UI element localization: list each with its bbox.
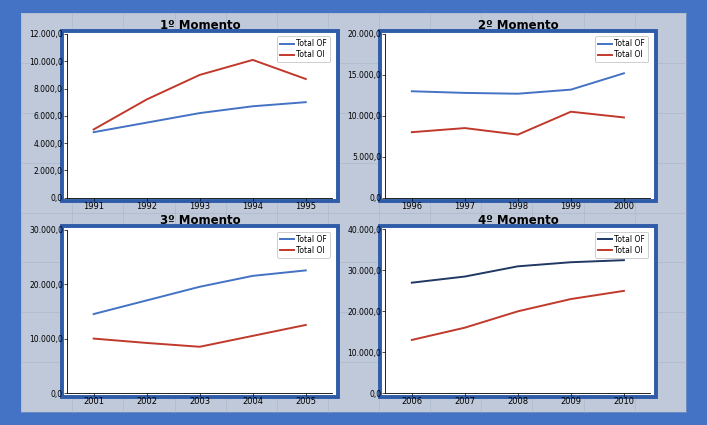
Total OI xyxy=(89,127,98,132)
Line: Total OI: Total OI xyxy=(411,112,624,135)
Total OI xyxy=(566,109,575,114)
Total OF xyxy=(461,91,469,96)
Total OI xyxy=(195,344,204,349)
Total OI xyxy=(195,72,204,77)
Text: 2º Momento: 2º Momento xyxy=(478,19,559,32)
Legend: Total OF, Total OI: Total OF, Total OI xyxy=(595,36,648,62)
Line: Total OI: Total OI xyxy=(411,291,624,340)
Total OF xyxy=(620,71,629,76)
FancyBboxPatch shape xyxy=(21,13,686,412)
Total OF xyxy=(248,273,257,278)
Line: Total OF: Total OF xyxy=(411,260,624,283)
Total OF xyxy=(620,258,629,263)
Total OI xyxy=(407,337,416,343)
Total OF xyxy=(566,260,575,265)
Total OF xyxy=(514,91,522,96)
Total OI xyxy=(301,323,310,328)
Total OI xyxy=(89,336,98,341)
Total OI xyxy=(461,125,469,130)
Line: Total OF: Total OF xyxy=(93,270,305,314)
Total OF xyxy=(89,312,98,317)
Line: Total OI: Total OI xyxy=(93,325,305,347)
FancyBboxPatch shape xyxy=(62,31,338,201)
Total OF xyxy=(142,298,151,303)
Total OI xyxy=(514,132,522,137)
Total OI xyxy=(514,309,522,314)
Total OF xyxy=(89,130,98,135)
Total OF xyxy=(142,120,151,125)
Total OF xyxy=(301,99,310,105)
Total OI xyxy=(620,115,629,120)
Total OI xyxy=(566,297,575,302)
FancyBboxPatch shape xyxy=(62,226,338,397)
Total OF xyxy=(195,110,204,116)
Total OF xyxy=(407,280,416,285)
FancyBboxPatch shape xyxy=(380,31,656,201)
Total OF xyxy=(195,284,204,289)
Total OF xyxy=(407,89,416,94)
Text: 1º Momento: 1º Momento xyxy=(160,19,240,32)
Line: Total OF: Total OF xyxy=(411,73,624,94)
Line: Total OF: Total OF xyxy=(93,102,305,132)
Total OI xyxy=(248,333,257,338)
Total OI xyxy=(407,130,416,135)
Text: 4º Momento: 4º Momento xyxy=(478,215,559,227)
Legend: Total OF, Total OI: Total OF, Total OI xyxy=(595,232,648,258)
Total OF xyxy=(248,104,257,109)
Total OI xyxy=(142,340,151,346)
Total OI xyxy=(248,57,257,62)
Total OI xyxy=(301,76,310,82)
Total OF xyxy=(514,264,522,269)
FancyBboxPatch shape xyxy=(380,226,656,397)
Total OF xyxy=(301,268,310,273)
Line: Total OI: Total OI xyxy=(93,60,305,130)
Text: 3º Momento: 3º Momento xyxy=(160,215,240,227)
Legend: Total OF, Total OI: Total OF, Total OI xyxy=(277,36,330,62)
Total OI xyxy=(461,325,469,330)
Total OF xyxy=(566,87,575,92)
Total OI xyxy=(142,97,151,102)
Total OF xyxy=(461,274,469,279)
Total OI xyxy=(620,288,629,293)
Legend: Total OF, Total OI: Total OF, Total OI xyxy=(277,232,330,258)
